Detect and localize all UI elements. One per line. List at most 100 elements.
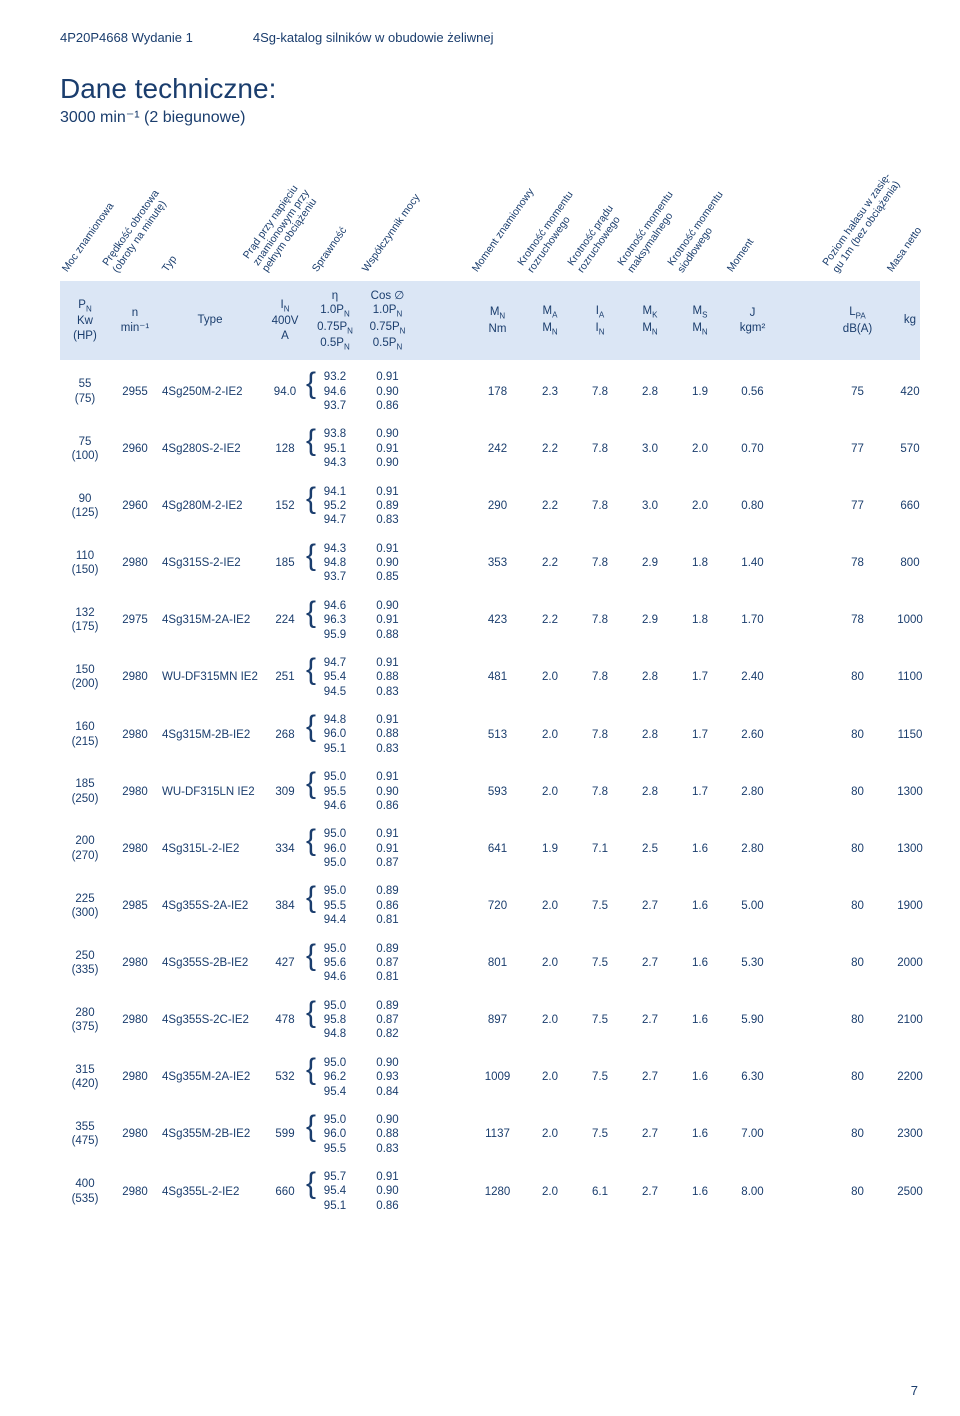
cell: 1.6 [675, 1186, 725, 1198]
cell: 1300 [885, 786, 935, 798]
cell: 1.6 [675, 843, 725, 855]
rotated-label: Krotność momentu siodłowego [675, 258, 725, 281]
cell: 4Sg250M-2-IE2 [160, 386, 260, 398]
table-row: 55 (75)29554Sg250M-2-IE294.0{93.2 94.6 9… [60, 366, 920, 423]
table-row: 200 (270)29804Sg315L-2-IE2334{95.0 96.0 … [60, 823, 920, 880]
cell: 5.90 [725, 1014, 780, 1026]
header-cell: Jkgm² [725, 306, 780, 335]
rotated-label: Prąd przy napięciu znamionowym przy pełn… [260, 246, 310, 281]
cell: {94.8 96.0 95.1 [310, 713, 360, 756]
cell: {93.8 95.1 94.3 [310, 427, 360, 470]
cell: 478 [260, 1014, 310, 1026]
cell: 4Sg315M-2A-IE2 [160, 614, 260, 626]
cell: 0.91 0.89 0.83 [360, 485, 415, 528]
header-cell: IAIN [575, 304, 625, 337]
cell: 80 [830, 671, 885, 683]
rotated-label: Współczynnik mocy [360, 269, 415, 281]
cell: 801 [470, 957, 525, 969]
cell: 4Sg280S-2-IE2 [160, 443, 260, 455]
cell: 1137 [470, 1128, 525, 1140]
cell: 77 [830, 443, 885, 455]
cell: 2.7 [625, 1014, 675, 1026]
cell: 2.0 [525, 1014, 575, 1026]
cell: 152 [260, 500, 310, 512]
cell: 2980 [110, 1014, 160, 1026]
cell: 800 [885, 557, 935, 569]
cell: 660 [260, 1186, 310, 1198]
cell: 128 [260, 443, 310, 455]
cell: 1.9 [675, 386, 725, 398]
table-row: 110 (150)29804Sg315S-2-IE2185{94.3 94.8 … [60, 538, 920, 595]
cell: 80 [830, 900, 885, 912]
cell: 78 [830, 614, 885, 626]
cell: 2.80 [725, 786, 780, 798]
cell: 641 [470, 843, 525, 855]
table-row: 75 (100)29604Sg280S-2-IE2128{93.8 95.1 9… [60, 423, 920, 480]
cell: 4Sg315L-2-IE2 [160, 843, 260, 855]
cell: 2.7 [625, 900, 675, 912]
header-cell: MNNm [470, 305, 525, 336]
cell: 2.0 [525, 1071, 575, 1083]
cell: 4Sg315S-2-IE2 [160, 557, 260, 569]
cell: 0.91 0.90 0.86 [360, 770, 415, 813]
cell: 353 [470, 557, 525, 569]
cell: 80 [830, 1014, 885, 1026]
cell: 7.8 [575, 443, 625, 455]
cell: 0.91 0.91 0.87 [360, 827, 415, 870]
cell: {93.2 94.6 93.7 [310, 370, 360, 413]
cell: 0.89 0.87 0.81 [360, 942, 415, 985]
cell: 513 [470, 729, 525, 741]
cell: 75 (100) [60, 435, 110, 464]
cell: 2.0 [525, 786, 575, 798]
cell: 1.6 [675, 1071, 725, 1083]
table-row: 280 (375)29804Sg355S-2C-IE2478{95.0 95.8… [60, 995, 920, 1052]
cell: 224 [260, 614, 310, 626]
cell: 75 [830, 386, 885, 398]
cell: 0.91 0.88 0.83 [360, 713, 415, 756]
header-cell: η1.0PN0.75PN0.5PN [310, 289, 360, 352]
cell: 80 [830, 1186, 885, 1198]
cell: 2.0 [675, 500, 725, 512]
table-row: 315 (420)29804Sg355M-2A-IE2532{95.0 96.2… [60, 1052, 920, 1109]
cell: 1.8 [675, 614, 725, 626]
table-row: 355 (475)29804Sg355M-2B-IE2599{95.0 96.0… [60, 1109, 920, 1166]
cell: 1.40 [725, 557, 780, 569]
cell: 1.6 [675, 1014, 725, 1026]
table-row: 150 (200)2980WU-DF315MN IE2251{94.7 95.4… [60, 652, 920, 709]
cell: 80 [830, 957, 885, 969]
cell: 1.6 [675, 1128, 725, 1140]
cell: 2.0 [525, 671, 575, 683]
cell: {95.0 95.8 94.8 [310, 999, 360, 1042]
cell: 3.0 [625, 500, 675, 512]
cell: 1900 [885, 900, 935, 912]
cell: 2.0 [675, 443, 725, 455]
cell: 78 [830, 557, 885, 569]
table-row: 185 (250)2980WU-DF315LN IE2309{95.0 95.5… [60, 766, 920, 823]
cell: 660 [885, 500, 935, 512]
cell: 6.30 [725, 1071, 780, 1083]
cell: 1100 [885, 671, 935, 683]
cell: 481 [470, 671, 525, 683]
cell: 290 [470, 500, 525, 512]
cell: 2.2 [525, 443, 575, 455]
cell: 7.8 [575, 786, 625, 798]
cell: 570 [885, 443, 935, 455]
cell: 2980 [110, 671, 160, 683]
cell: 2980 [110, 786, 160, 798]
cell: 2.3 [525, 386, 575, 398]
cell: 7.00 [725, 1128, 780, 1140]
cell: 2.2 [525, 614, 575, 626]
cell: WU-DF315LN IE2 [160, 786, 260, 798]
cell: 0.89 0.86 0.81 [360, 884, 415, 927]
header-cell: MKMN [625, 304, 675, 337]
cell: 80 [830, 1128, 885, 1140]
header-cell: MAMN [525, 304, 575, 337]
cell: 1.7 [675, 671, 725, 683]
cell: 2100 [885, 1014, 935, 1026]
cell: 2.7 [625, 957, 675, 969]
cell: 2000 [885, 957, 935, 969]
cell: 720 [470, 900, 525, 912]
cell: 4Sg355S-2B-IE2 [160, 957, 260, 969]
cell: 2980 [110, 1128, 160, 1140]
cell: 2980 [110, 557, 160, 569]
